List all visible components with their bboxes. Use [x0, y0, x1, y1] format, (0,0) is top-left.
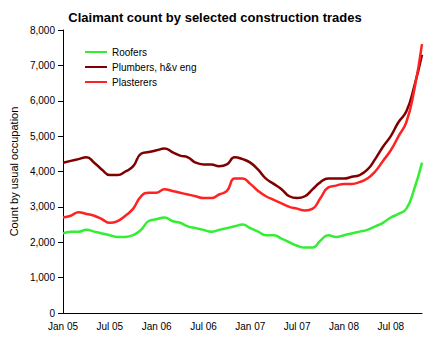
svg-text:Jul 07: Jul 07 [284, 321, 311, 332]
svg-text:Jan 07: Jan 07 [235, 321, 265, 332]
svg-text:0: 0 [49, 308, 55, 319]
svg-text:6,000: 6,000 [30, 95, 55, 106]
svg-text:Plasterers: Plasterers [112, 77, 157, 88]
svg-text:Jul 06: Jul 06 [190, 321, 217, 332]
svg-text:Claimant count by selected con: Claimant count by selected construction … [68, 10, 361, 25]
svg-text:7,000: 7,000 [30, 60, 55, 71]
svg-text:3,000: 3,000 [30, 201, 55, 212]
svg-text:2,000: 2,000 [30, 237, 55, 248]
svg-text:Plumbers, h&v eng: Plumbers, h&v eng [112, 62, 197, 73]
svg-text:8,000: 8,000 [30, 25, 55, 36]
svg-text:Count by usual occupation: Count by usual occupation [8, 107, 20, 237]
svg-text:4,000: 4,000 [30, 166, 55, 177]
svg-text:5,000: 5,000 [30, 131, 55, 142]
svg-text:Jan 05: Jan 05 [48, 321, 78, 332]
svg-text:Jul 05: Jul 05 [96, 321, 123, 332]
svg-text:1,000: 1,000 [30, 272, 55, 283]
svg-text:Jan 08: Jan 08 [329, 321, 359, 332]
svg-text:Jan 06: Jan 06 [142, 321, 172, 332]
svg-text:Jul 08: Jul 08 [377, 321, 404, 332]
svg-text:Roofers: Roofers [112, 47, 147, 58]
